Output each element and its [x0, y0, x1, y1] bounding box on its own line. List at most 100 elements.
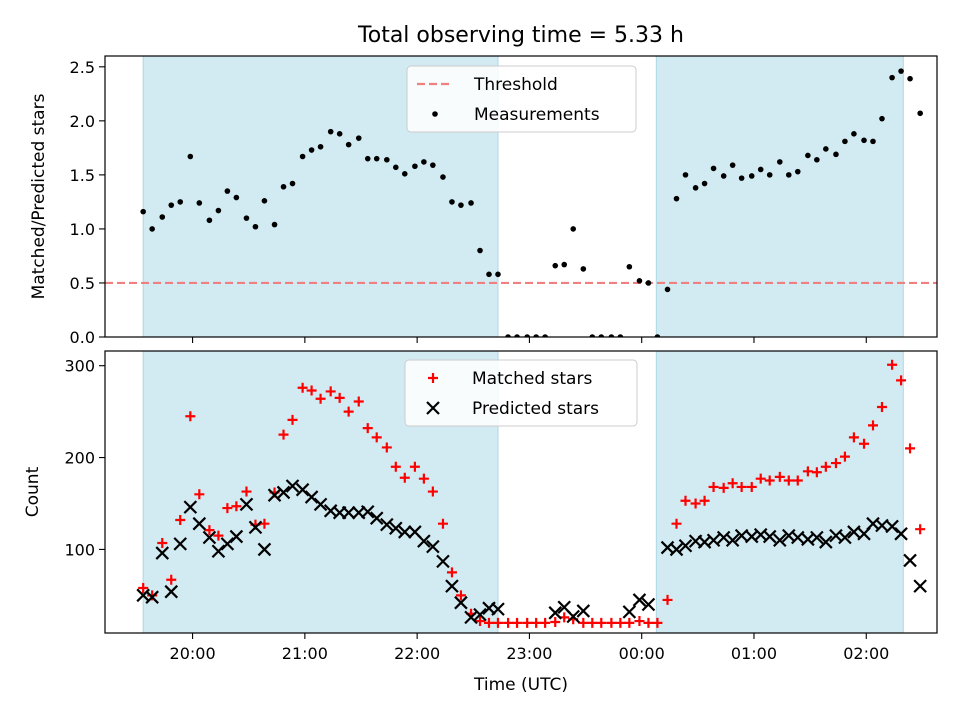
matched-star-point [287, 414, 298, 425]
matched-star-point [690, 498, 701, 509]
measurement-point [243, 215, 250, 221]
measurement-point [785, 172, 792, 178]
predicted-star-point [595, 635, 607, 647]
matched-star-point [446, 567, 457, 578]
legend-label: Threshold [473, 75, 558, 95]
predicted-star-point [838, 530, 852, 545]
matched-star-point [699, 495, 710, 506]
predicted-star-point [436, 554, 450, 569]
measurement-point [206, 217, 213, 224]
top-y-tick-label: 2.0 [70, 112, 95, 131]
x-axis-label: Time (UTC) [473, 675, 568, 695]
x-tick-label: 01:00 [731, 644, 777, 663]
predicted-star-point [491, 602, 505, 616]
measurement-point [570, 226, 577, 232]
matched-star-point [783, 475, 794, 486]
top-shaded-interval [655, 55, 904, 338]
matched-star-point [876, 402, 887, 413]
matched-star-point [830, 458, 841, 469]
predicted-star-point [903, 553, 917, 568]
matched-star-point [736, 481, 747, 492]
matched-star-point [643, 617, 654, 628]
measurement-point [766, 172, 773, 178]
bottom-legend: Matched stars Predicted stars [404, 359, 638, 427]
x-tick-label: 22:00 [394, 644, 440, 663]
matched-star-point [484, 617, 494, 628]
measurement-point [673, 195, 680, 202]
measurement-point [748, 173, 755, 179]
matched-star-point [680, 495, 691, 506]
predicted-star-point [267, 488, 282, 502]
measurement-point [468, 200, 474, 206]
predicted-star-point [445, 579, 459, 593]
predicted-star-point [576, 604, 591, 618]
predicted-star-point [380, 517, 394, 532]
bottom-axes-frame [104, 350, 938, 634]
matched-star-point [492, 617, 503, 628]
matched-star-point [792, 475, 803, 486]
measurement-point [458, 202, 464, 208]
matched-star-point [222, 503, 233, 514]
bottom-panel: 100 200 300 20:00 21:00 22:00 23:00 00:00 01:00 0… [23, 350, 938, 663]
bottom-y-axis-label: Count [23, 466, 43, 517]
measurement-point [449, 199, 455, 205]
measurement-point [177, 199, 184, 205]
predicted-star-point [304, 490, 319, 504]
predicted-star-point [202, 530, 217, 545]
top-y-tick-label: 0.0 [70, 328, 95, 347]
bottom-y-tick-label: 100 [64, 540, 95, 559]
predicted-star-point [632, 593, 647, 607]
measurement-point [261, 198, 268, 204]
measurement-point [645, 280, 652, 286]
measurement-point [861, 137, 867, 144]
matched-star-point [278, 429, 289, 440]
legend-measurement-swatch [432, 111, 438, 117]
measurement-point [710, 165, 717, 172]
matched-star-point [166, 574, 177, 585]
predicted-star-point [183, 500, 198, 514]
measurement-point [299, 153, 306, 160]
measurement-point [561, 261, 568, 268]
predicted-star-point [566, 609, 580, 624]
matched-star-point [503, 617, 514, 628]
measurement-point [720, 173, 727, 179]
x-tick-label: 20:00 [170, 644, 216, 663]
predicted-star-point [678, 538, 693, 553]
matched-star-point [746, 481, 757, 492]
x-tick-label: 02:00 [843, 644, 889, 663]
measurement-point [608, 334, 615, 337]
matched-star-point [708, 481, 719, 492]
matched-star-point [427, 486, 438, 497]
matched-star-point [390, 461, 401, 472]
measurement-point [794, 168, 801, 175]
matched-star-point [811, 467, 822, 478]
measurement-point [384, 156, 390, 163]
predicted-star-point [819, 535, 833, 549]
predicted-star-point [155, 546, 170, 560]
measurement-point [580, 266, 587, 272]
measurement-point [159, 214, 166, 220]
measurement-point [271, 221, 278, 228]
measurement-point [495, 271, 501, 278]
matched-star-point [915, 524, 926, 535]
measurement-point [664, 286, 671, 293]
measurement-point [701, 180, 708, 187]
measurement-point [524, 334, 530, 337]
top-axes-frame [104, 55, 938, 338]
measurement-point [327, 128, 334, 135]
top-y-tick-label: 2.5 [70, 58, 95, 77]
predicted-star-point [389, 521, 403, 536]
matched-star-point [522, 617, 533, 628]
predicted-star-point [885, 519, 899, 534]
measurement-point [692, 185, 699, 191]
predicted-star-point [605, 635, 617, 647]
bottom-y-tick-label: 200 [64, 449, 95, 468]
matched-star-point [185, 411, 196, 422]
measurement-point [682, 172, 689, 178]
predicted-star-point [145, 590, 159, 604]
measurement-point [729, 162, 736, 168]
bottom-y-tick-label: 300 [64, 357, 95, 376]
measurement-point [430, 162, 436, 168]
matched-star-point [905, 443, 916, 454]
